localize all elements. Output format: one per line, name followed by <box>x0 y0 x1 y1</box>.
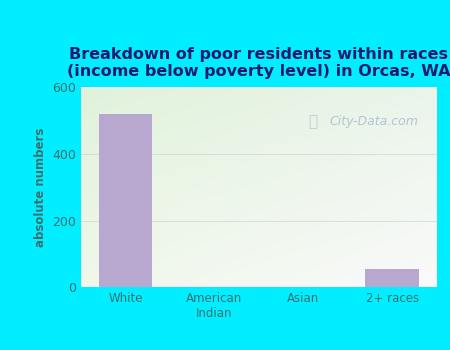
Bar <box>99 114 152 287</box>
Text: ⦿: ⦿ <box>309 114 318 129</box>
Title: Breakdown of poor residents within races
(income below poverty level) in Orcas, : Breakdown of poor residents within races… <box>67 47 450 79</box>
Text: City-Data.com: City-Data.com <box>330 115 419 128</box>
Bar <box>365 269 418 287</box>
Y-axis label: absolute numbers: absolute numbers <box>34 127 47 247</box>
